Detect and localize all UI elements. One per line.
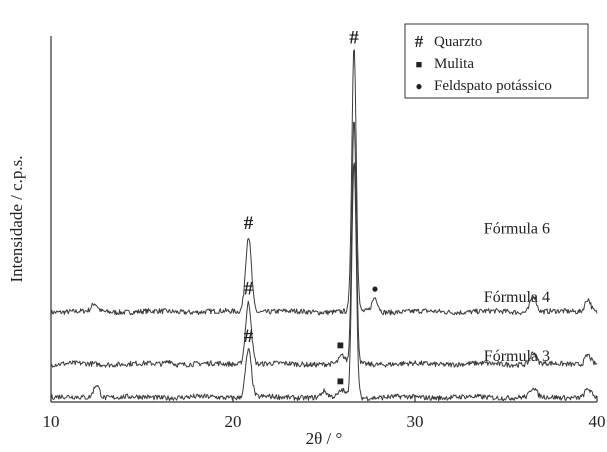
legend: # Quarzto ■ Mulita ● Feldspato potássico xyxy=(404,23,589,99)
x-tick-label-1: 20 xyxy=(225,412,242,431)
x-tick-label-0: 10 xyxy=(43,412,60,431)
legend-box xyxy=(404,23,589,99)
peak-marker-1: # xyxy=(244,213,254,234)
x-tick-label-2: 30 xyxy=(407,412,424,431)
legend-symbol-feldspar: ● xyxy=(415,79,422,93)
axes xyxy=(50,36,597,403)
peak-marker-3: # xyxy=(244,279,254,300)
series-label-1: Fórmula 4 xyxy=(484,289,550,306)
peak-marker-0: # xyxy=(349,28,359,49)
series-label-0: Fórmula 6 xyxy=(484,221,550,238)
peak-marker-4: ■ xyxy=(337,338,344,352)
peak-markers: # # ● # ■ # ■ xyxy=(244,28,379,388)
series-line-0 xyxy=(50,49,598,316)
legend-label-mullite: Mulita xyxy=(434,56,474,72)
legend-label-feldspar: Feldspato potássico xyxy=(434,78,552,94)
series-line-1 xyxy=(50,121,598,368)
x-axis-label: 2θ / ° xyxy=(306,429,343,448)
x-ticks: 10 20 30 40 xyxy=(43,396,606,431)
xrd-traces xyxy=(50,49,598,402)
peak-marker-6: ■ xyxy=(337,374,344,388)
legend-symbol-mullite: ■ xyxy=(416,59,423,71)
series-label-2: Fórmula 3 xyxy=(484,348,550,365)
x-tick-label-3: 40 xyxy=(589,412,606,431)
legend-symbol-quartz: # xyxy=(415,32,424,51)
series-labels: Fórmula 6 Fórmula 4 Fórmula 3 xyxy=(484,221,550,365)
peak-marker-5: # xyxy=(244,326,254,347)
series-line-2 xyxy=(50,162,598,402)
legend-label-quartz: Quarzto xyxy=(434,34,482,50)
peak-marker-2: ● xyxy=(371,282,378,296)
y-axis-label: Intensidade / c.p.s. xyxy=(7,156,26,283)
